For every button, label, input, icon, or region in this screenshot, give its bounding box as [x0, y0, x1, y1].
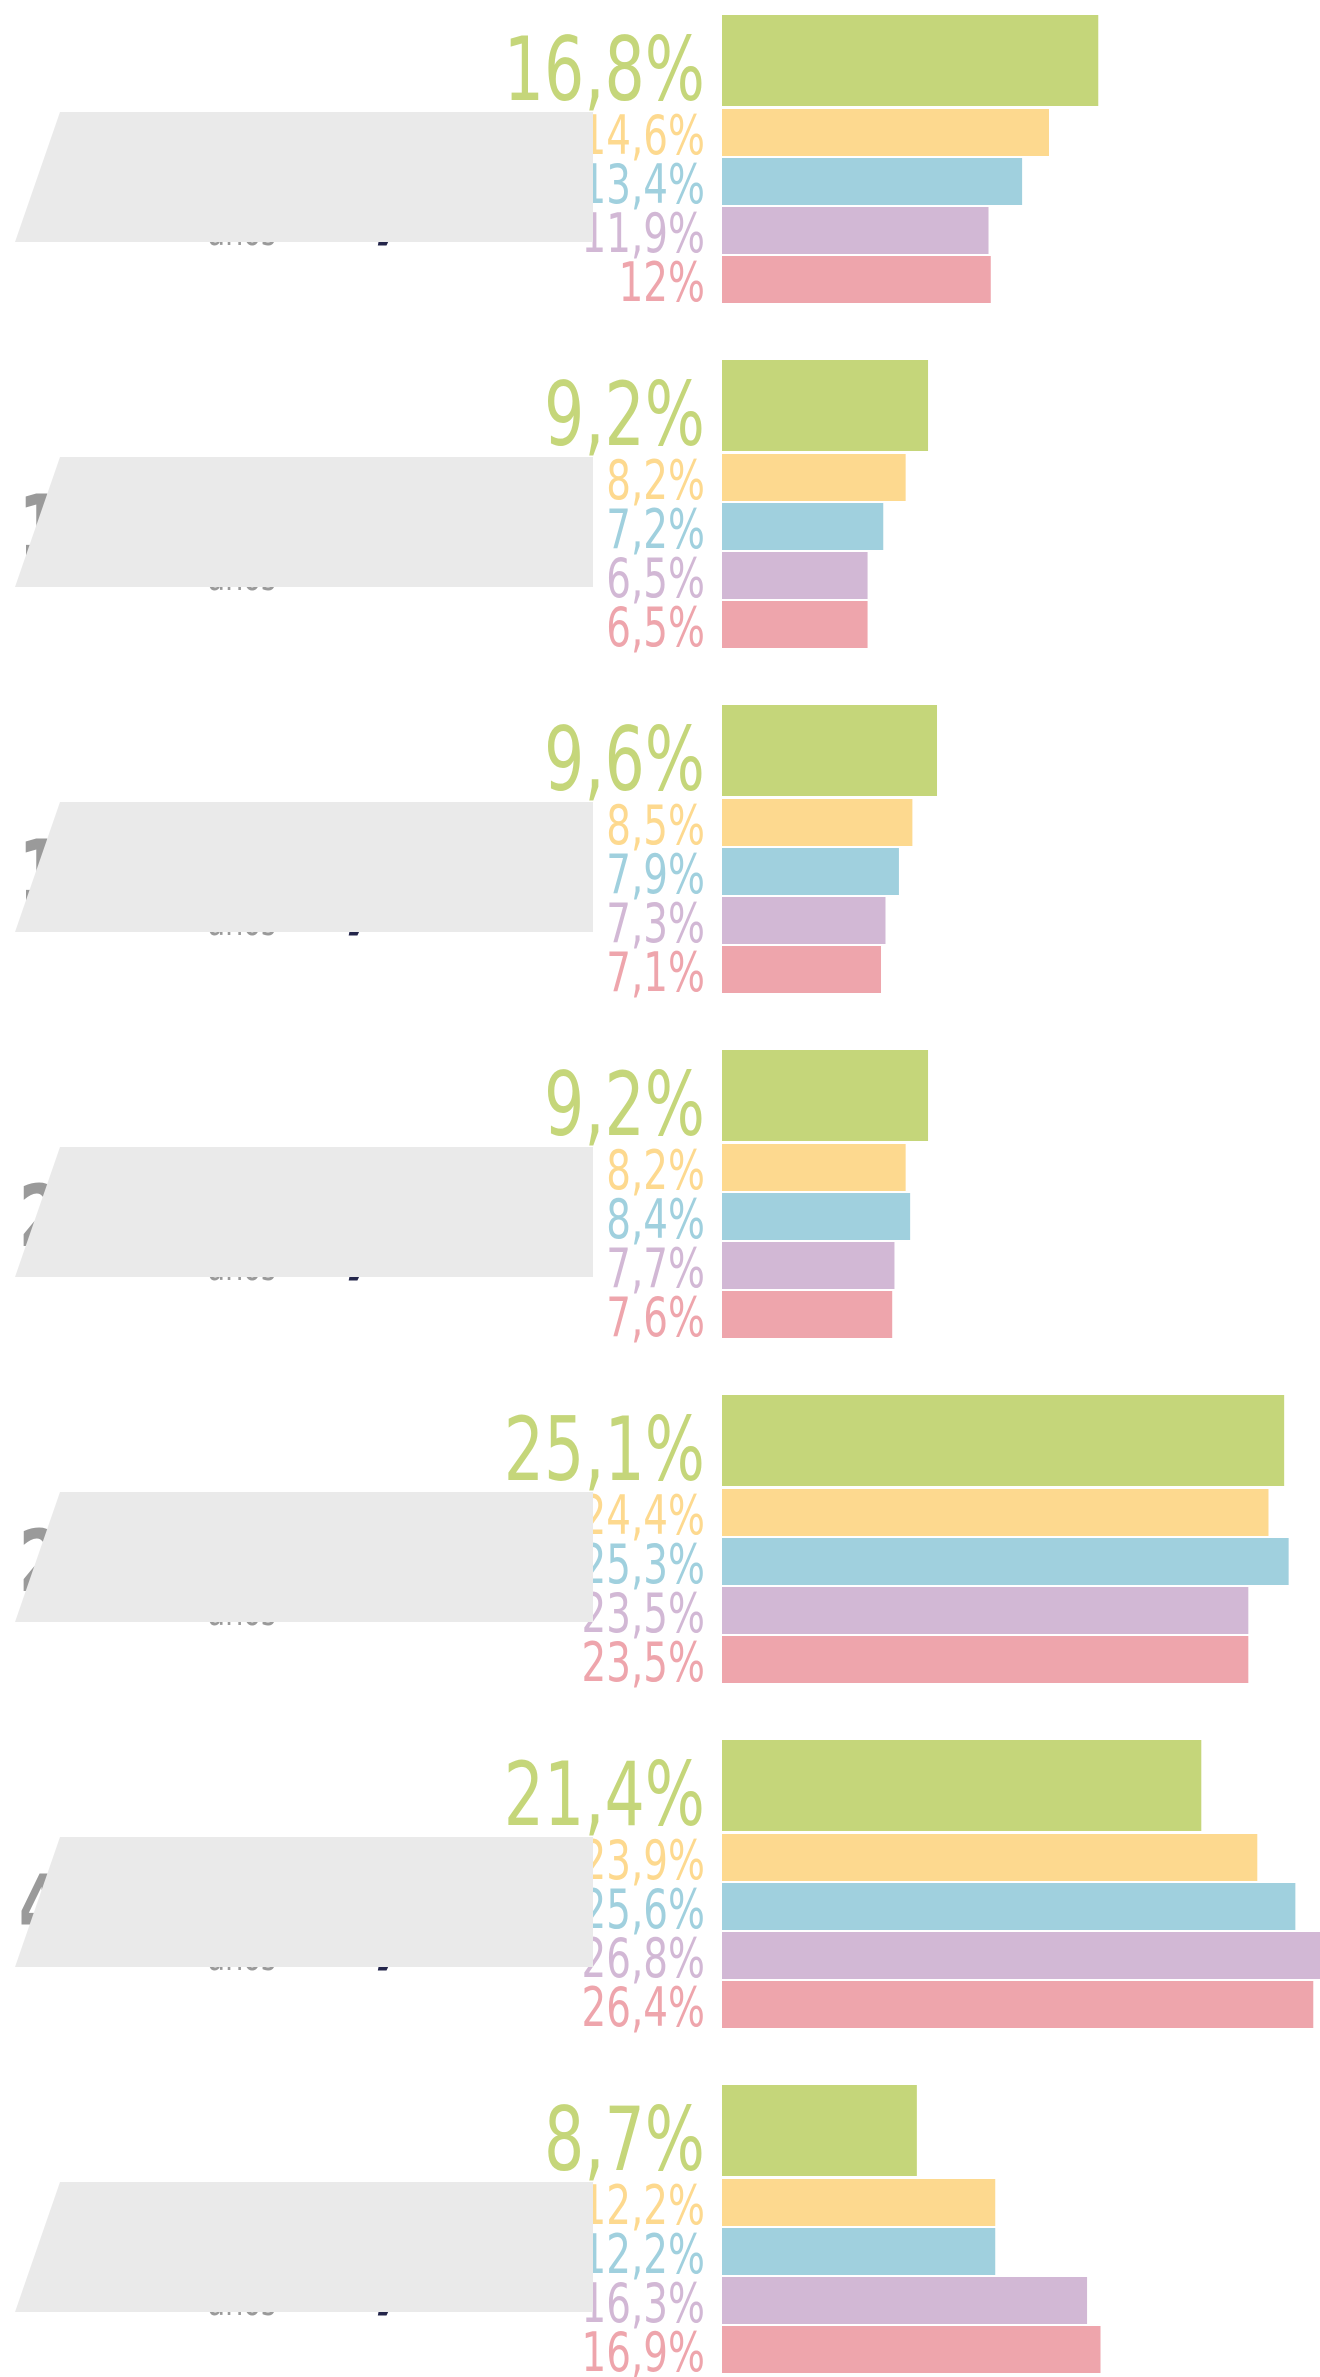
value-label: 12,2% — [581, 2224, 705, 2287]
value-label: 7,1% — [606, 942, 705, 1005]
value-label: 9,6% — [544, 710, 705, 812]
bar — [722, 454, 906, 501]
bar — [722, 848, 899, 895]
value-label: 25,3% — [581, 1534, 705, 1597]
bar — [722, 1981, 1314, 2028]
value-label: 11,9% — [581, 203, 705, 266]
bar — [722, 705, 938, 796]
bar — [722, 2326, 1101, 2373]
bar — [722, 503, 884, 550]
bar — [722, 1538, 1289, 1585]
value-label: 7,2% — [606, 499, 705, 562]
bar — [722, 552, 868, 599]
value-label: 12% — [619, 252, 705, 315]
label-plate — [15, 802, 593, 932]
bar — [722, 897, 886, 944]
label-plate — [15, 457, 593, 587]
value-label: 14,6% — [581, 105, 705, 168]
label-plate — [15, 1837, 593, 1967]
value-label: 23,5% — [581, 1583, 705, 1646]
bar — [722, 1144, 906, 1191]
value-label: 26,8% — [581, 1928, 705, 1991]
value-label: 8,5% — [606, 795, 705, 858]
bar — [722, 1242, 895, 1289]
bar — [722, 1740, 1202, 1831]
bar — [722, 1395, 1285, 1486]
value-label: 7,6% — [606, 1287, 705, 1350]
bar — [722, 1587, 1249, 1634]
bar — [722, 1834, 1258, 1881]
bar — [722, 207, 989, 254]
value-label: 8,2% — [606, 450, 705, 513]
value-label: 8,2% — [606, 1140, 705, 1203]
value-label: 16,3% — [581, 2273, 705, 2336]
value-label: 16,8% — [504, 20, 705, 122]
bar — [722, 1932, 1320, 1979]
value-label: 25,1% — [504, 1400, 705, 1502]
bar — [722, 2179, 996, 2226]
bar — [722, 799, 913, 846]
label-plate — [15, 1147, 593, 1277]
value-label: 25,6% — [581, 1879, 705, 1942]
bar — [722, 109, 1049, 156]
value-label: 7,7% — [606, 1238, 705, 1301]
bar — [722, 1193, 911, 1240]
value-label: 6,5% — [606, 548, 705, 611]
bar — [722, 1636, 1249, 1683]
bar — [722, 15, 1099, 106]
value-label: 9,2% — [544, 365, 705, 467]
bar — [722, 1050, 929, 1141]
value-label: 16,9% — [581, 2322, 705, 2377]
bar — [722, 256, 991, 303]
value-label: 23,9% — [581, 1830, 705, 1893]
value-label: 7,9% — [606, 844, 705, 907]
bar — [722, 1489, 1269, 1536]
label-plate — [15, 2182, 593, 2312]
bar — [722, 360, 929, 451]
value-label: 26,4% — [581, 1977, 705, 2040]
bar — [722, 2277, 1088, 2324]
value-label: 7,3% — [606, 893, 705, 956]
value-label: 8,4% — [606, 1189, 705, 1252]
value-label: 8,7% — [544, 2090, 705, 2192]
value-label: 13,4% — [581, 154, 705, 217]
value-label: 9,2% — [544, 1055, 705, 1157]
value-label: 6,5% — [606, 597, 705, 660]
value-label: 24,4% — [581, 1485, 705, 1548]
bar — [722, 2228, 996, 2275]
bar — [722, 1291, 893, 1338]
bar — [722, 158, 1023, 205]
bar — [722, 946, 882, 993]
bar — [722, 601, 868, 648]
bar — [722, 1883, 1296, 1930]
value-label: 23,5% — [581, 1632, 705, 1695]
value-label: 21,4% — [504, 1745, 705, 1847]
label-plate — [15, 112, 593, 242]
value-label: 12,2% — [581, 2175, 705, 2238]
bar — [722, 2085, 917, 2176]
label-plate — [15, 1492, 593, 1622]
